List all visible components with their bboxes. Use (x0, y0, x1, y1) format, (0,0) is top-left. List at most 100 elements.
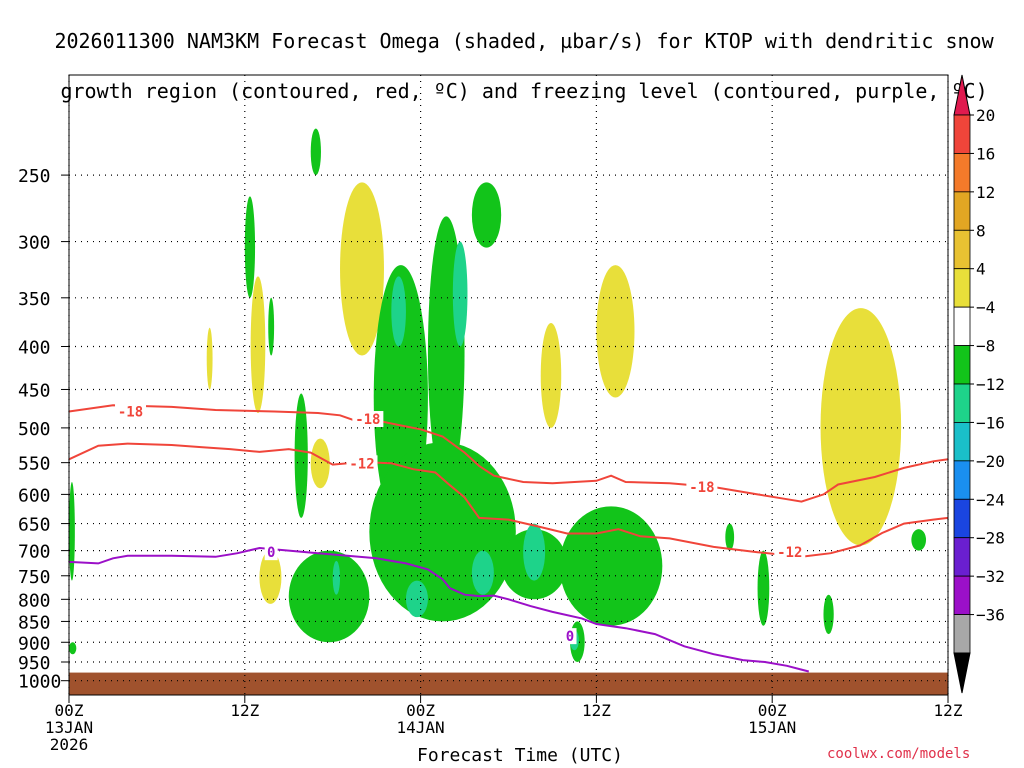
omega-negative-region (471, 182, 502, 248)
colorbar-segment (953, 153, 971, 193)
colorbar-label: −16 (976, 413, 1005, 432)
y-tick-label: 600 (18, 485, 51, 506)
colorbar-bottom-arrow (953, 652, 971, 694)
dgz-contour (68, 442, 949, 558)
y-tick-label: 400 (18, 338, 51, 359)
colorbar-segment (953, 422, 971, 462)
colorbar-segment (953, 268, 971, 308)
grid-layer (68, 75, 949, 695)
colorbar-label: −24 (976, 490, 1005, 509)
omega-negative-region (823, 594, 834, 635)
y-tick-label: 550 (18, 454, 51, 475)
x-tick-label: 13JAN (45, 718, 93, 737)
contour-label: 0 (566, 629, 574, 645)
contour-label-bg (352, 411, 384, 428)
terrain-fill (69, 672, 948, 695)
colorbar: 20 16 12 8 4 −4 −8 −12 −16 −20 −24 −28 −32 −36 (953, 74, 1005, 694)
contour-label: 0 (267, 545, 275, 561)
contour-label-bg (686, 479, 718, 496)
axes-layer: 2503003504004505005506006507007508008509… (18, 74, 963, 754)
contour-label: -18 (689, 480, 714, 496)
contour-layer: -18 -18 -12 -18 -12 0 0 (68, 403, 949, 673)
omega-negative-region (294, 393, 308, 518)
omega-negative-region (310, 128, 321, 176)
contour-label: -18 (355, 412, 380, 428)
omega-negative-region (268, 297, 275, 356)
colorbar-label: 4 (976, 260, 986, 279)
x-tick-label: 15JAN (748, 718, 796, 737)
omega-strong-negative-region (452, 241, 468, 347)
omega-positive-region (820, 308, 902, 546)
colorbar-label: −36 (976, 606, 1005, 625)
colorbar-segment (953, 191, 971, 231)
y-tick-label: 250 (18, 166, 51, 187)
plot-frame (68, 74, 949, 696)
dgz-contour (68, 404, 949, 503)
omega-positive-region (259, 550, 282, 604)
colorbar-segment (953, 229, 971, 270)
y-tick-label: 750 (18, 567, 51, 588)
contour-label-bg (115, 403, 147, 420)
omega-negative-region (288, 550, 370, 643)
colorbar-label: 12 (976, 183, 995, 202)
contour-label-bg (346, 455, 378, 472)
y-tick-label: 500 (18, 419, 51, 440)
y-tick-label: 800 (18, 590, 51, 611)
x-tick-label: 00Z (406, 701, 435, 720)
colorbar-label: 8 (976, 221, 986, 240)
x-tick-label: 12Z (934, 701, 963, 720)
x-tick-label: 2026 (50, 735, 89, 754)
colorbar-segment (953, 114, 971, 154)
colorbar-label: −32 (976, 567, 1005, 586)
colorbar-label: −20 (976, 452, 1005, 471)
contour-label: -18 (118, 404, 143, 420)
colorbar-segment (953, 498, 971, 539)
y-tick-label: 350 (18, 289, 51, 310)
colorbar-segment (953, 306, 971, 346)
y-tick-label: 450 (18, 380, 51, 401)
contour-label-bg (774, 544, 806, 561)
x-tick-label: 12Z (230, 701, 259, 720)
colorbar-label: −12 (976, 375, 1005, 394)
omega-negative-region (244, 196, 256, 298)
x-tick-label: 12Z (582, 701, 611, 720)
y-tick-label: 1000 (18, 672, 61, 693)
omega-positive-region (340, 182, 384, 356)
freezing-level-contour (68, 546, 810, 673)
colorbar-segment (953, 345, 971, 385)
contour-label-bg (264, 544, 278, 561)
colorbar-label: 16 (976, 144, 995, 163)
colorbar-label: −4 (976, 298, 995, 317)
contour-label-bg (563, 628, 577, 645)
omega-negative-region (69, 642, 77, 655)
colorbar-segment (953, 383, 971, 423)
omega-positive-region (206, 327, 213, 390)
colorbar-segment (953, 575, 971, 615)
x-tick-label: 00Z (55, 701, 84, 720)
source-credit: coolwx.com/models (827, 746, 971, 762)
title-line-2: growth region (contoured, red, ºC) and f… (60, 79, 988, 103)
y-tick-label: 700 (18, 542, 51, 563)
y-tick-label: 300 (18, 233, 51, 254)
colorbar-label: −8 (976, 337, 995, 356)
omega-positive-region (540, 322, 562, 428)
colorbar-segment (953, 537, 971, 577)
omega-negative-region (369, 442, 516, 622)
omega-positive-region (310, 438, 330, 489)
colorbar-label: −28 (976, 529, 1005, 548)
x-tick-label: 00Z (758, 701, 787, 720)
colorbar-top-arrow (953, 74, 971, 116)
omega-strong-negative-region (391, 276, 406, 347)
contour-label: -12 (777, 545, 802, 561)
y-tick-label: 900 (18, 633, 51, 654)
colorbar-segment (953, 614, 971, 654)
x-tick-label: 14JAN (397, 718, 445, 737)
y-tick-label: 950 (18, 653, 51, 674)
omega-negative-region (725, 523, 735, 551)
omega-strong-negative-region (332, 560, 341, 595)
omega-negative-region (559, 506, 663, 626)
colorbar-label: 20 (976, 106, 995, 125)
omega-negative-region (69, 482, 75, 581)
y-tick-label: 650 (18, 515, 51, 536)
